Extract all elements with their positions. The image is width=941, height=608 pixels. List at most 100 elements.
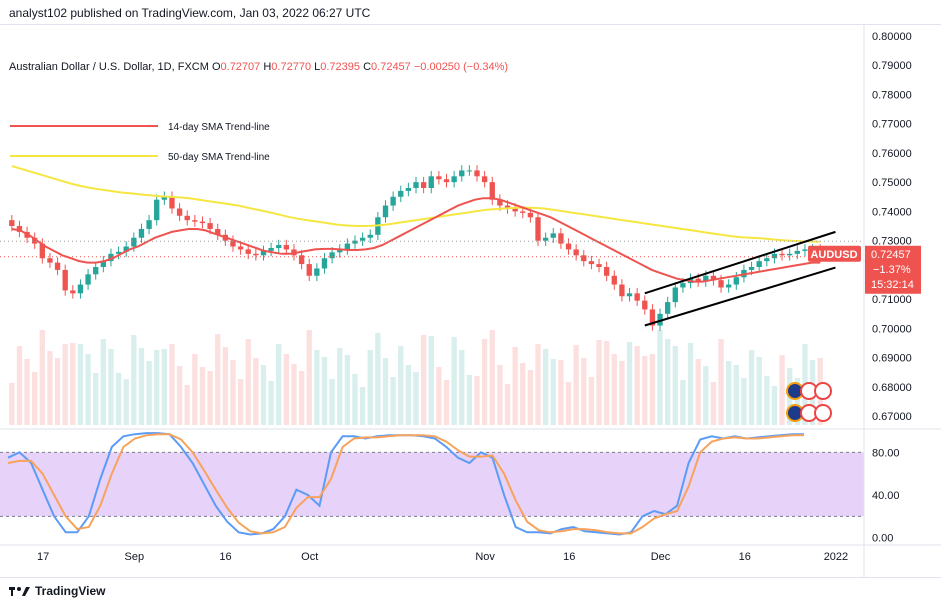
candle-body bbox=[192, 220, 198, 222]
chart-frame: 0.80000 0.79000 0.78000 0.77000 0.76000 0.750… bbox=[0, 24, 941, 578]
time-tick-label: Oct bbox=[301, 551, 318, 563]
candle-body bbox=[756, 261, 762, 267]
candle-body bbox=[695, 278, 701, 282]
channel-upper-line bbox=[644, 230, 836, 295]
candle-body bbox=[367, 234, 373, 238]
volume-bar bbox=[436, 367, 442, 425]
volume-bar bbox=[321, 357, 328, 425]
candle-body bbox=[474, 170, 480, 177]
event-flag-icon bbox=[814, 404, 832, 422]
volume-bar bbox=[520, 363, 526, 425]
volume-bar bbox=[459, 350, 465, 425]
candle-body bbox=[420, 182, 427, 188]
candle-body bbox=[779, 253, 785, 256]
volume-bar bbox=[77, 344, 84, 425]
volume-bar bbox=[47, 351, 53, 425]
volume-bar bbox=[123, 379, 129, 425]
volume-bar bbox=[39, 330, 45, 425]
candle-body bbox=[268, 247, 274, 251]
tradingview-logo-icon bbox=[9, 587, 30, 596]
chart-canvas[interactable]: 0.80000 0.79000 0.78000 0.77000 0.76000 0.750… bbox=[0, 25, 941, 577]
candle-body bbox=[565, 243, 572, 250]
volume-bar bbox=[726, 361, 732, 425]
price-tag-bg bbox=[865, 245, 921, 294]
volume-bar bbox=[634, 346, 640, 425]
candle-body bbox=[726, 284, 732, 288]
candle-body bbox=[16, 226, 23, 232]
candle-body bbox=[558, 233, 564, 244]
candle-body bbox=[588, 261, 595, 265]
volume-bar bbox=[16, 346, 23, 425]
ascending-channel bbox=[644, 230, 836, 327]
volume-bar bbox=[314, 350, 320, 425]
volume-bar bbox=[230, 360, 236, 425]
candle-body bbox=[794, 250, 800, 254]
candle-body bbox=[306, 264, 312, 276]
high-value: 0.72770 bbox=[271, 61, 312, 73]
candle-body bbox=[146, 220, 152, 229]
volume-bar bbox=[687, 343, 694, 425]
volume-bar bbox=[741, 378, 747, 425]
price-tick-label: 0.74000 bbox=[872, 206, 912, 218]
candle-body bbox=[535, 217, 541, 241]
time-tick-label: 2022 bbox=[824, 551, 848, 563]
candle-body bbox=[748, 267, 755, 270]
candle-body bbox=[298, 255, 305, 265]
close-value: 0.72457 bbox=[371, 61, 411, 73]
candle-body bbox=[405, 188, 412, 191]
volume-bar bbox=[748, 350, 755, 425]
candle-body bbox=[230, 240, 236, 247]
candle-body bbox=[542, 237, 549, 241]
volume-bar bbox=[550, 359, 556, 425]
candle-body bbox=[619, 284, 625, 297]
volume-bar bbox=[382, 358, 389, 425]
candle-body bbox=[321, 258, 328, 269]
volume-bar bbox=[565, 382, 572, 425]
volume-bar bbox=[253, 358, 259, 425]
volume-bar bbox=[268, 381, 274, 425]
volume-bar bbox=[474, 376, 480, 425]
volume-bar bbox=[542, 349, 549, 425]
candle-body bbox=[260, 250, 267, 256]
candle-body bbox=[161, 196, 168, 200]
candle-body bbox=[428, 176, 434, 188]
volume-bar bbox=[481, 339, 488, 425]
candle-body bbox=[771, 253, 778, 259]
channel-lower-line bbox=[644, 266, 836, 327]
candle-body bbox=[54, 262, 61, 270]
volume-bar bbox=[405, 365, 412, 425]
candle-body bbox=[626, 293, 633, 297]
volume-bar bbox=[703, 366, 709, 425]
candle-body bbox=[596, 264, 602, 267]
volume-bar bbox=[367, 350, 373, 425]
volume-bar bbox=[85, 354, 91, 425]
candle-body bbox=[520, 211, 526, 213]
volume-bar bbox=[710, 382, 717, 425]
candle-body bbox=[169, 196, 175, 209]
stoch-band-fill bbox=[0, 452, 864, 517]
price-tick-label: 0.76000 bbox=[872, 148, 912, 160]
open-label: O bbox=[211, 61, 221, 73]
candle-body bbox=[787, 253, 793, 256]
candle-body bbox=[657, 313, 663, 326]
volume-bar bbox=[497, 365, 503, 425]
volume-bar bbox=[664, 339, 671, 425]
candle-body bbox=[550, 233, 556, 238]
volume-bar bbox=[573, 345, 579, 425]
candle-body bbox=[603, 267, 610, 276]
tradingview-brand[interactable]: TradingView bbox=[35, 584, 106, 598]
price-tick-label: 0.68000 bbox=[872, 382, 912, 394]
volume-bar bbox=[390, 377, 396, 425]
axes: 0.80000 0.79000 0.78000 0.77000 0.76000 0.750… bbox=[0, 25, 941, 577]
candle-body bbox=[451, 176, 457, 183]
candle-body bbox=[497, 199, 503, 206]
candle-body bbox=[489, 182, 495, 200]
volume-bar bbox=[276, 344, 282, 425]
open-value: 0.72707 bbox=[220, 61, 261, 73]
candle-body bbox=[77, 284, 84, 294]
time-tick-label: 16 bbox=[219, 551, 231, 563]
volume-bar bbox=[329, 379, 335, 425]
candle-body bbox=[176, 208, 183, 216]
candle-body bbox=[138, 228, 145, 238]
volume-bar bbox=[680, 380, 686, 425]
